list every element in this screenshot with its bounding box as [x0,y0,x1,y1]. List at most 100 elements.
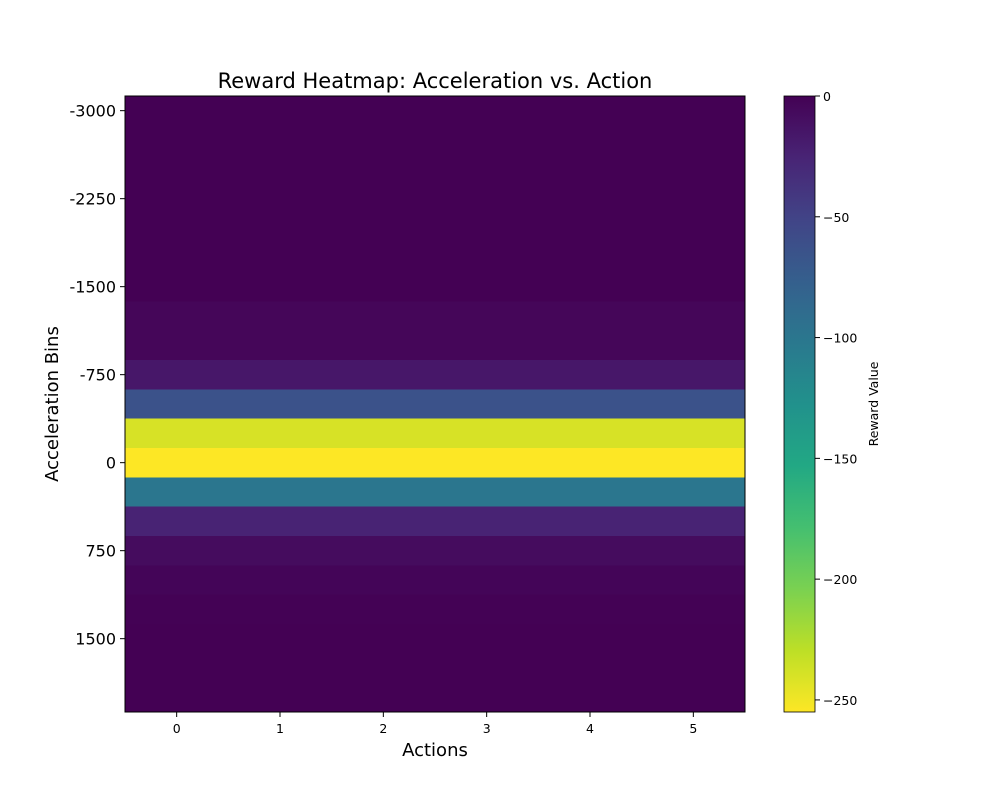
y-tick-label: 0 [106,454,116,473]
colorbar-tick-label: −150 [823,451,857,466]
heatmap-cell [641,184,746,214]
heatmap-cell [228,389,333,420]
heatmap-cell [125,272,229,302]
x-tick-label: 0 [173,721,181,736]
heatmap-cell [228,96,333,126]
heatmap-cell [641,125,746,156]
heatmap-cell [641,653,746,684]
heatmap-cell [435,96,539,126]
heatmap-cell [435,448,539,478]
colorbar [783,95,816,713]
heatmap-cell [331,448,436,478]
x-tick-label: 5 [689,721,697,736]
heatmap-cell [641,682,746,713]
heatmap-cell [228,477,333,508]
heatmap-cell [435,536,539,566]
heatmap-cell [435,242,539,273]
heatmap-cell [331,184,436,214]
heatmap-cell [228,594,333,625]
heatmap-cell [538,418,643,449]
heatmap-cell [538,125,643,156]
heatmap-cell [435,477,539,508]
heatmap-cell [125,536,229,566]
heatmap-cell [228,536,333,566]
heatmap-cell [228,330,333,361]
y-tick-label: 1500 [75,630,116,649]
heatmap-cell [435,360,539,390]
heatmap-cell [125,477,229,508]
heatmap-cell [331,330,436,361]
heatmap-cell [641,389,746,420]
heatmap-cell [331,506,436,537]
heatmap-cell [228,565,333,596]
y-tick-label: -2250 [70,190,117,209]
heatmap-cells [125,96,746,713]
heatmap-cell [538,184,643,214]
heatmap-cell [228,154,333,185]
x-tick-label: 4 [586,721,594,736]
heatmap-cell [125,360,229,390]
colorbar-tick-label: −100 [823,331,857,346]
heatmap-cell [125,213,229,244]
heatmap-cell [125,624,229,654]
heatmap-cell [125,418,229,449]
heatmap-cell [435,418,539,449]
y-tick-label: -1500 [70,278,117,297]
x-tick-label: 1 [276,721,284,736]
heatmap-cell [538,536,643,566]
heatmap-cell [228,624,333,654]
heatmap-cell [435,389,539,420]
heatmap-cell [435,653,539,684]
heatmap-cell [125,565,229,596]
heatmap-cell [228,184,333,214]
heatmap-cell [228,653,333,684]
colorbar-tick-label: −50 [823,210,849,225]
heatmap-cell [125,389,229,420]
heatmap-cell [331,477,436,508]
y-axis-label: Acceleration Bins [42,326,63,482]
heatmap-cell [538,242,643,273]
plot-frame [124,95,746,713]
heatmap-cell [228,301,333,332]
heatmap-cell [228,682,333,713]
y-tick-label: -750 [80,366,116,385]
heatmap-cell [641,506,746,537]
heatmap-cell [228,506,333,537]
heatmap-cell [125,301,229,332]
heatmap-cell [331,125,436,156]
heatmap-cell [228,242,333,273]
heatmap-cell [435,565,539,596]
heatmap-cell [331,653,436,684]
heatmap-cell [538,448,643,478]
heatmap-cell [331,594,436,625]
heatmap-cell [125,184,229,214]
heatmap-cell [435,213,539,244]
heatmap-cell [641,272,746,302]
heatmap-cell [435,272,539,302]
heatmap-cell [435,594,539,625]
heatmap-cell [435,125,539,156]
heatmap-cell [641,330,746,361]
heatmap-cell [331,536,436,566]
heatmap-cell [125,242,229,273]
heatmap-cell [538,565,643,596]
x-tick-label: 3 [483,721,491,736]
heatmap-cell [641,477,746,508]
heatmap-cell [641,594,746,625]
heatmap-cell [538,96,643,126]
heatmap-cell [538,330,643,361]
heatmap-cell [641,536,746,566]
heatmap-cell [538,272,643,302]
heatmap-cell [538,624,643,654]
heatmap-cell [331,154,436,185]
heatmap-cell [538,682,643,713]
y-tick-label: 750 [85,542,116,561]
colorbar-ticks: 0 −50 −100 −150 −200 −250 [815,89,857,708]
heatmap-cell [641,301,746,332]
heatmap-cell [435,301,539,332]
colorbar-tick-label: 0 [823,89,831,104]
heatmap-cell [125,594,229,625]
heatmap-cell [125,96,229,126]
heatmap-cell [538,594,643,625]
